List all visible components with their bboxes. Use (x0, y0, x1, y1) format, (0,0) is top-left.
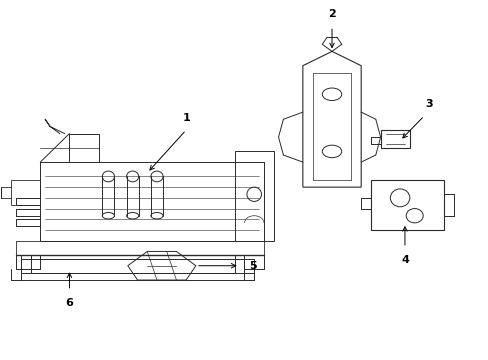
Text: 3: 3 (425, 99, 432, 109)
Text: 6: 6 (65, 298, 73, 308)
Text: 5: 5 (249, 261, 257, 271)
Text: 1: 1 (182, 113, 190, 123)
Text: 2: 2 (327, 9, 335, 19)
Text: 4: 4 (400, 255, 408, 265)
